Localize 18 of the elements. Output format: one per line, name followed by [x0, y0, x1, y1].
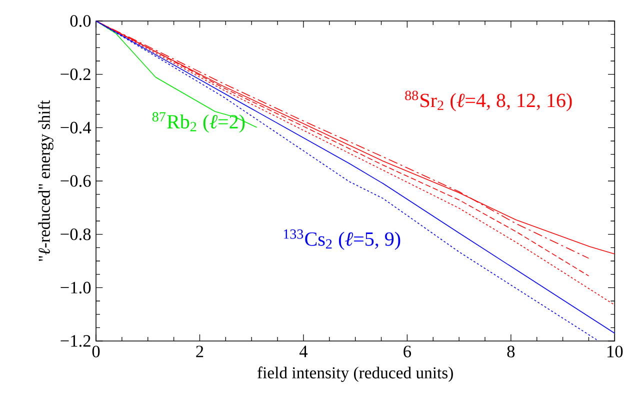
- y-tick-label: −1.0: [60, 282, 91, 294]
- annotation: $^{88}$Sr$_{2}$ (ℓ=4, 8, 12, 16): [405, 90, 572, 112]
- y-tick-label: −0.4: [60, 122, 92, 134]
- x-tick-label: 4: [299, 346, 308, 358]
- y-tick-label: −0.8: [60, 228, 91, 240]
- x-axis-title: field intensity (reduced units): [258, 366, 453, 382]
- x-tick-label: 0: [92, 346, 100, 358]
- x-tick-label: 6: [404, 346, 412, 358]
- y-tick-label: −0.2: [60, 68, 90, 80]
- x-tick-label: 8: [507, 346, 515, 358]
- y-tick-label: −1.2: [60, 335, 90, 347]
- x-tick-label: 2: [196, 346, 204, 358]
- annotation: $^{87}$Rb$_{2}$ (ℓ=2): [152, 112, 245, 133]
- y-tick-label: 0.0: [70, 15, 91, 27]
- y-tick-label: −0.6: [60, 175, 91, 187]
- x-tick-label: 10: [608, 346, 623, 358]
- annotation: $^{133}$Cs$_{2}$ (ℓ=5, 9): [284, 229, 400, 250]
- y-axis-title: "ℓ-reduced" energy shift: [38, 100, 54, 261]
